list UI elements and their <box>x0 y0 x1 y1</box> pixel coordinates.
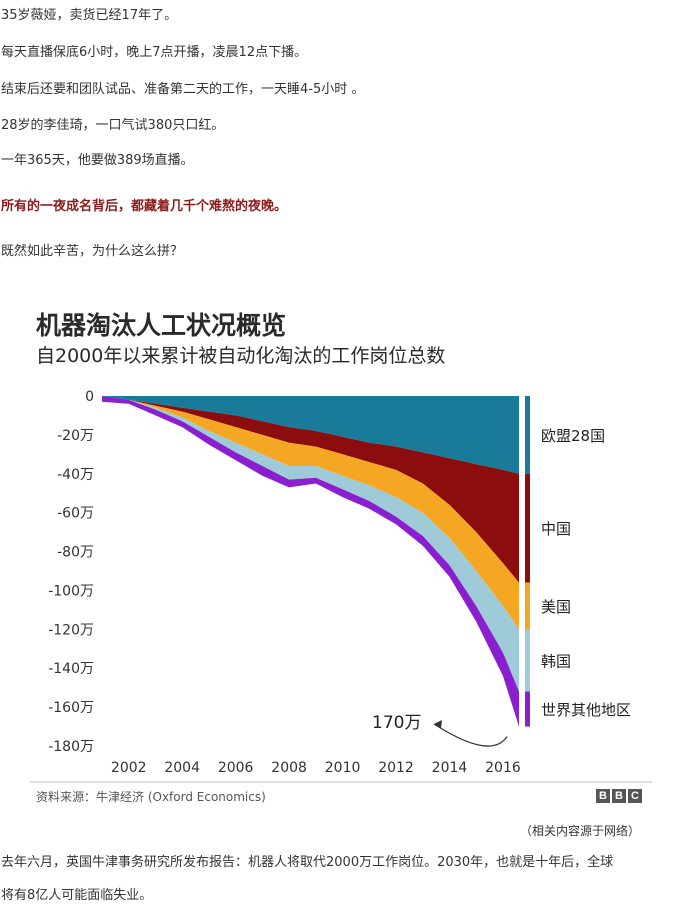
legend-label: 世界其他地区 <box>541 701 631 719</box>
chart-svg: 机器淘汰人工状况概览 自2000年以来累计被自动化淘汰的工作岗位总数 0 -20万… <box>30 311 652 804</box>
image-caption: （相关内容源于网络） <box>520 824 641 838</box>
legend-swatch <box>525 691 530 727</box>
area-series-3 <box>102 396 519 692</box>
annotation-arrowhead <box>434 720 442 728</box>
x-tick-label: 2004 <box>164 760 200 776</box>
legend-label: 韩国 <box>541 652 571 670</box>
annotation-label: 170万 <box>372 713 421 733</box>
legend-label: 美国 <box>541 598 571 616</box>
source-note: 资料来源：牛津经济 (Oxford Economics) <box>36 789 266 804</box>
y-tick-label: -100万 <box>48 583 94 599</box>
legend-swatch <box>525 582 530 630</box>
chart-areas <box>102 396 519 727</box>
area-series-2 <box>102 396 519 630</box>
area-series-1 <box>102 396 519 583</box>
chart-subtitle: 自2000年以来累计被自动化淘汰的工作岗位总数 <box>36 345 445 367</box>
closing-line-1: 去年六月，英国牛津事务研究所发布报告：机器人将取代2000万工作岗位。2030年… <box>1 855 614 870</box>
closing-line-2: 将有8亿人可能面临失业。 <box>1 888 153 903</box>
y-tick-label: -60万 <box>57 506 94 522</box>
legend-swatch <box>525 473 530 583</box>
legend-swatch <box>525 396 530 474</box>
paragraph-4: 28岁的李佳琦，一口气试380只口红。 <box>1 118 225 133</box>
y-tick-label: 0 <box>85 389 94 405</box>
paragraph-2: 每天直播保底6小时，晚上7点开播，凌晨12点下播。 <box>1 45 308 60</box>
y-tick-label: -120万 <box>48 622 94 638</box>
x-tick-label: 2010 <box>325 760 361 776</box>
highlight-line: 所有的一夜成名背后，都藏着几千个难熬的夜晚。 <box>1 199 288 214</box>
x-tick-label: 2014 <box>432 760 468 776</box>
chart-title: 机器淘汰人工状况概览 <box>36 311 286 340</box>
chart-figure: 机器淘汰人工状况概览 自2000年以来累计被自动化淘汰的工作岗位总数 0 -20万… <box>22 296 658 812</box>
legend-swatch <box>525 629 530 692</box>
y-tick-label: -20万 <box>57 428 94 444</box>
y-tick-label: -160万 <box>48 700 94 716</box>
y-axis: 0 -20万 -40万 -60万 -80万 -100万 -120万 -140万 -160万 -18… <box>48 389 94 755</box>
question-line: 既然如此辛苦，为什么这么拼？ <box>1 244 184 259</box>
x-tick-label: 2002 <box>111 760 147 776</box>
x-tick-label: 2016 <box>485 760 521 776</box>
annotation-arrow <box>433 723 508 747</box>
x-tick-label: 2008 <box>271 760 307 776</box>
y-tick-label: -40万 <box>57 467 94 483</box>
paragraph-3: 结束后还要和团队试品、准备第二天的工作，一天睡4-5小时 。 <box>1 82 365 97</box>
x-axis: 2002 2004 2006 2008 2010 2012 2014 2016 <box>111 760 521 776</box>
paragraph-1: 35岁薇娅，卖货已经17年了。 <box>1 8 178 23</box>
y-tick-label: -180万 <box>48 739 94 755</box>
area-series-0 <box>102 396 519 474</box>
legend-label: 中国 <box>541 520 571 538</box>
paragraph-5: 一年365天，他要做389场直播。 <box>1 153 194 168</box>
legend-label: 欧盟28国 <box>541 427 605 445</box>
annotation: 170万 <box>372 713 508 747</box>
y-tick-label: -80万 <box>57 545 94 561</box>
x-tick-label: 2012 <box>378 760 414 776</box>
y-tick-label: -140万 <box>48 661 94 677</box>
x-tick-label: 2006 <box>218 760 254 776</box>
